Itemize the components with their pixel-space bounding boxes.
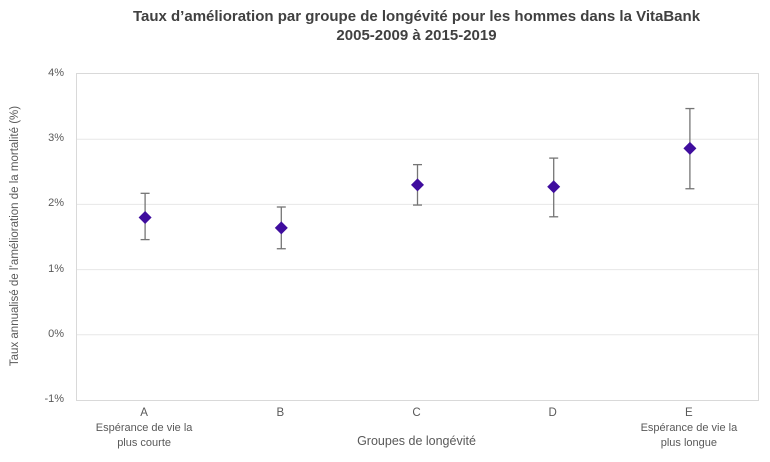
data-point-diamond (411, 178, 424, 192)
y-tick-label: -1% (44, 393, 64, 405)
y-tick-label: 0% (48, 327, 64, 340)
x-category-label: A (140, 407, 148, 419)
chart-title-line2: 2005-2009 à 2015-2019 (336, 27, 497, 44)
x-category-sublabel: plus longue (660, 437, 718, 449)
data-point-diamond (274, 221, 288, 235)
data-point-diamond (138, 210, 152, 224)
data-point-diamond (683, 141, 697, 155)
x-category-label: B (276, 407, 285, 419)
plot-area (76, 73, 759, 401)
y-tick-label: 1% (48, 262, 64, 275)
x-category-label: C (412, 407, 421, 419)
x-category-sublabel: Espérance de vie la (640, 422, 738, 434)
x-category-sublabel: Espérance de vie la (95, 422, 193, 434)
data-point-diamond (547, 180, 561, 194)
x-category-label: E (685, 407, 693, 419)
chart-title-line1: Taux d’amélioration par groupe de longév… (132, 8, 701, 25)
chart-title: Taux d’amélioration par groupe de longév… (76, 7, 757, 45)
y-tick-label: 3% (48, 132, 64, 145)
y-tick-label: 2% (48, 197, 64, 210)
x-category-sublabel: plus courte (117, 437, 171, 449)
x-axis-title: Groupes de longévité (357, 434, 476, 448)
plot-canvas (77, 107, 758, 336)
y-tick-label: 4% (48, 67, 64, 79)
x-category-label: D (548, 407, 557, 419)
